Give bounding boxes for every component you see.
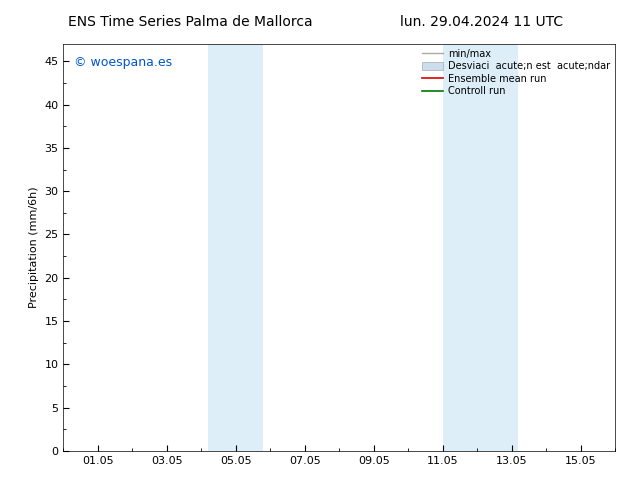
Text: © woespana.es: © woespana.es <box>74 56 172 69</box>
Bar <box>443 44 519 451</box>
Bar <box>208 44 263 451</box>
Text: ENS Time Series Palma de Mallorca: ENS Time Series Palma de Mallorca <box>68 15 313 29</box>
Text: lun. 29.04.2024 11 UTC: lun. 29.04.2024 11 UTC <box>400 15 564 29</box>
Legend: min/max, Desviaci  acute;n est  acute;ndar, Ensemble mean run, Controll run: min/max, Desviaci acute;n est acute;ndar… <box>420 47 612 98</box>
Y-axis label: Precipitation (mm/6h): Precipitation (mm/6h) <box>29 187 39 308</box>
